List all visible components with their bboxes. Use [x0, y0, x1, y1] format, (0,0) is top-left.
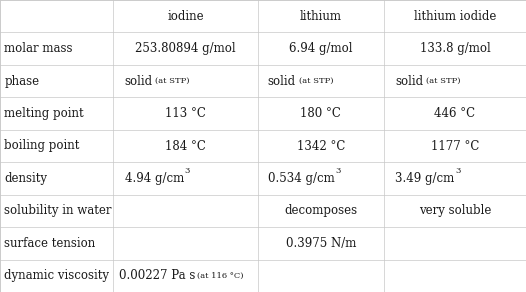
- Text: 4.94 g/cm: 4.94 g/cm: [125, 172, 184, 185]
- Text: 0.3975 N/m: 0.3975 N/m: [286, 237, 356, 250]
- Text: (at STP): (at STP): [299, 77, 333, 85]
- Text: surface tension: surface tension: [4, 237, 95, 250]
- Text: density: density: [4, 172, 47, 185]
- Text: 1342 °C: 1342 °C: [297, 140, 345, 152]
- Text: dynamic viscosity: dynamic viscosity: [4, 269, 109, 282]
- Text: (at 116 °C): (at 116 °C): [197, 272, 244, 280]
- Text: solid: solid: [125, 75, 153, 88]
- Text: 184 °C: 184 °C: [165, 140, 206, 152]
- Text: melting point: melting point: [4, 107, 84, 120]
- Text: iodine: iodine: [167, 10, 204, 23]
- Text: lithium: lithium: [300, 10, 342, 23]
- Text: 113 °C: 113 °C: [165, 107, 206, 120]
- Text: 3.49 g/cm: 3.49 g/cm: [396, 172, 454, 185]
- Text: 6.94 g/mol: 6.94 g/mol: [289, 42, 352, 55]
- Text: molar mass: molar mass: [4, 42, 73, 55]
- Text: 0.00227 Pa s: 0.00227 Pa s: [119, 269, 195, 282]
- Text: 3: 3: [185, 167, 190, 175]
- Text: 446 °C: 446 °C: [434, 107, 476, 120]
- Text: 3: 3: [455, 167, 460, 175]
- Text: 180 °C: 180 °C: [300, 107, 341, 120]
- Text: (at STP): (at STP): [426, 77, 461, 85]
- Text: 3: 3: [335, 167, 340, 175]
- Text: 253.80894 g/mol: 253.80894 g/mol: [135, 42, 236, 55]
- Text: 133.8 g/mol: 133.8 g/mol: [420, 42, 490, 55]
- Text: 1177 °C: 1177 °C: [431, 140, 479, 152]
- Text: solid: solid: [268, 75, 296, 88]
- Text: very soluble: very soluble: [419, 204, 491, 217]
- Text: 0.534 g/cm: 0.534 g/cm: [268, 172, 335, 185]
- Text: solid: solid: [396, 75, 423, 88]
- Text: (at STP): (at STP): [155, 77, 190, 85]
- Text: lithium iodide: lithium iodide: [414, 10, 496, 23]
- Text: solubility in water: solubility in water: [4, 204, 112, 217]
- Text: decomposes: decomposes: [284, 204, 358, 217]
- Text: boiling point: boiling point: [4, 140, 79, 152]
- Text: phase: phase: [4, 75, 39, 88]
